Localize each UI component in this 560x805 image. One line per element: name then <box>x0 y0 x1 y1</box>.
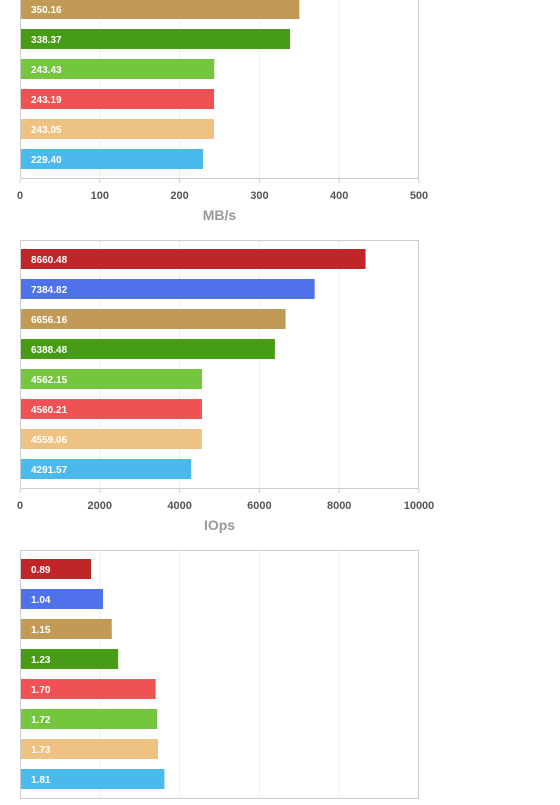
bar <box>20 679 156 699</box>
bar <box>20 309 286 329</box>
bar-value-label: 243.19 <box>31 95 62 106</box>
bar <box>20 769 165 789</box>
bar-value-label: 4562.15 <box>31 375 68 386</box>
x-tick-label: 500 <box>410 190 428 202</box>
plot-frame <box>20 550 419 799</box>
bar <box>20 249 366 269</box>
x-axis-title: MB/s <box>203 207 237 223</box>
bar <box>20 399 202 419</box>
bar <box>20 149 204 169</box>
bar-value-label: 4291.57 <box>31 465 68 476</box>
bar <box>20 429 202 449</box>
chart-2: 8660.48 7384.82 6656.16 6388.48 4562.15 4560.… <box>17 240 434 533</box>
bar <box>20 459 192 479</box>
bar-value-label: 6656.16 <box>31 315 68 326</box>
bar <box>20 649 119 669</box>
bar-value-label: 1.73 <box>31 745 51 756</box>
x-tick-label: 400 <box>330 190 348 202</box>
bar <box>20 589 103 609</box>
x-tick-label: 0 <box>17 190 23 202</box>
plot-frame <box>20 0 419 179</box>
bar <box>20 339 275 359</box>
bar-value-label: 4560.21 <box>31 405 68 416</box>
bar-value-label: 1.04 <box>31 595 51 606</box>
bar-value-label: 0.89 <box>31 565 51 576</box>
bar-value-label: 4559.06 <box>31 435 68 446</box>
bar <box>20 559 92 579</box>
bar <box>20 0 300 19</box>
bar <box>20 279 315 299</box>
bar-value-label: 1.70 <box>31 685 51 696</box>
bar-value-label: 243.05 <box>31 125 62 136</box>
bar-value-label: 1.23 <box>31 655 51 666</box>
x-tick-label: 2000 <box>88 500 112 512</box>
x-tick-label: 10000 <box>404 500 435 512</box>
bar <box>20 119 214 139</box>
bar <box>20 29 291 49</box>
bar <box>20 89 215 109</box>
bar-value-label: 1.81 <box>31 775 51 786</box>
x-tick-label: 6000 <box>247 500 271 512</box>
x-tick-label: 0 <box>17 500 23 512</box>
bar-value-label: 229.40 <box>31 155 62 166</box>
bar-value-label: 243.43 <box>31 65 62 76</box>
bar-value-label: 6388.48 <box>31 345 68 356</box>
x-axis-title: IOps <box>204 517 235 533</box>
x-tick-label: 100 <box>91 190 109 202</box>
plot-area <box>20 240 419 489</box>
x-tick-label: 200 <box>170 190 188 202</box>
bar <box>20 59 215 79</box>
x-tick-label: 4000 <box>167 500 191 512</box>
bar-value-label: 350.16 <box>31 5 62 16</box>
bar-value-label: 1.15 <box>31 625 51 636</box>
bar-value-label: 7384.82 <box>31 285 68 296</box>
bar-value-label: 8660.48 <box>31 255 68 266</box>
bar <box>20 739 159 759</box>
bar-value-label: 1.72 <box>31 715 51 726</box>
bar <box>20 619 112 639</box>
bar <box>20 709 158 729</box>
chart-3: 0.89 1.04 1.15 1.23 1.70 1.72 1.73 1.81 <box>20 550 419 799</box>
plot-frame <box>20 240 419 489</box>
chart-1: 350.16 338.37 243.43 243.19 243.05 229.40 0 100… <box>17 0 428 223</box>
x-tick-label: 8000 <box>327 500 351 512</box>
bar-value-label: 338.37 <box>31 35 62 46</box>
bar <box>20 369 203 389</box>
plot-area <box>20 550 419 799</box>
x-tick-label: 300 <box>250 190 268 202</box>
